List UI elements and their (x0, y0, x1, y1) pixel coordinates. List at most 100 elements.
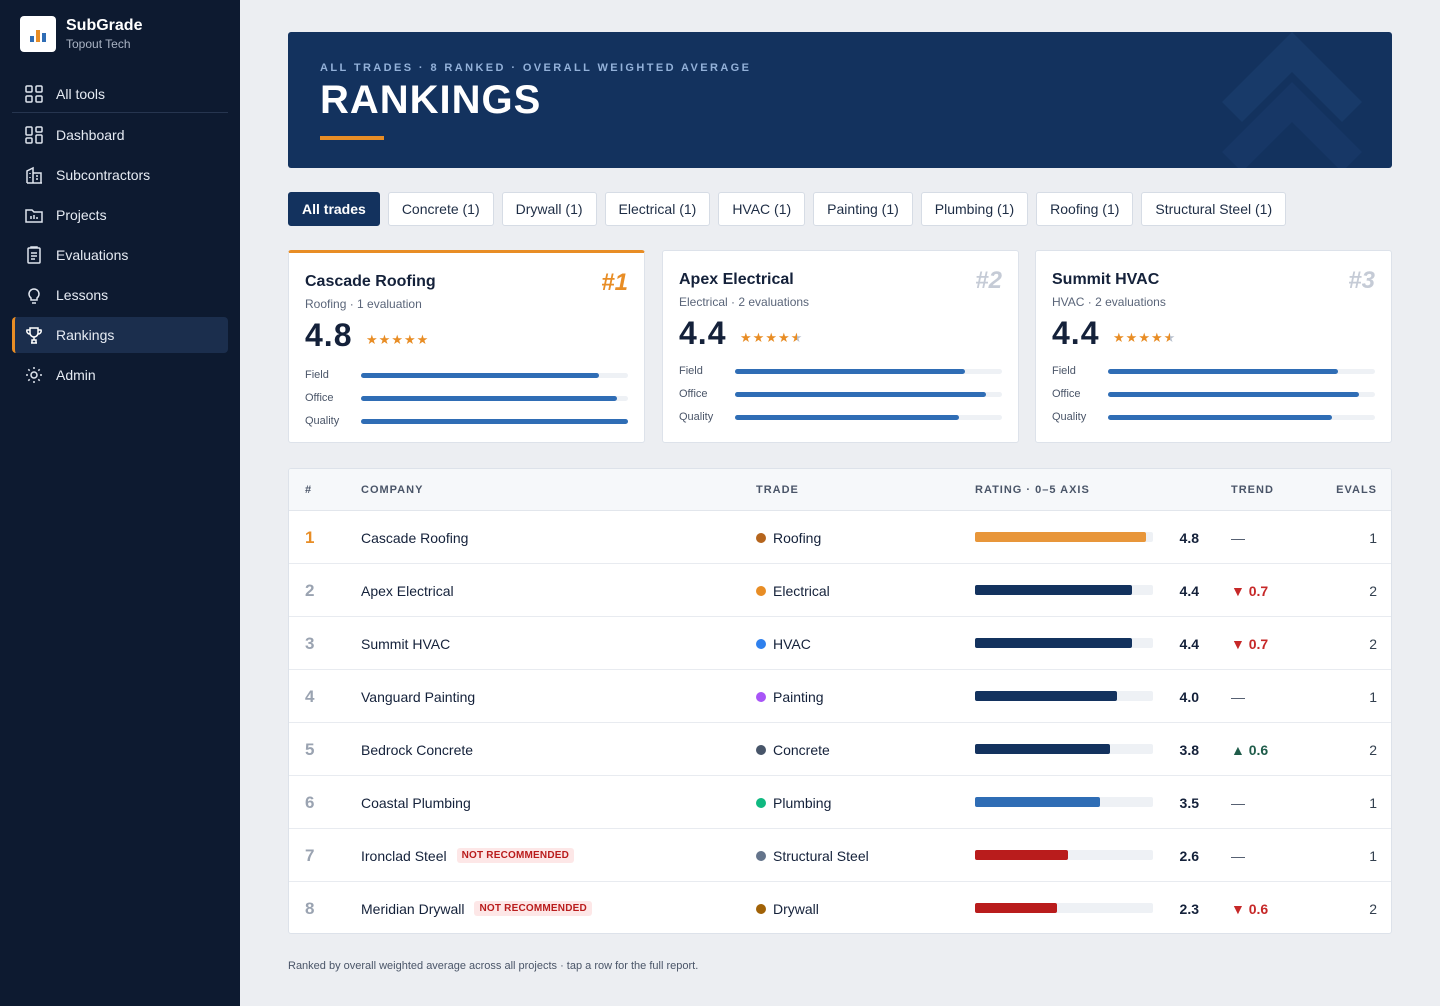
tab-drywall[interactable]: Drywall (1) (501, 192, 597, 226)
row-trade: Electrical (756, 564, 830, 617)
podium-card-2[interactable]: Apex Electrical Electrical · 2 evaluatio… (662, 250, 1019, 443)
trade-color-dot (756, 532, 766, 543)
trade-name: Drywall (773, 900, 819, 917)
table-row[interactable]: 2 Apex Electrical Electrical 4.4 ▼ 0.7 2 (289, 564, 1391, 617)
column-header-company[interactable]: COMPANY (361, 484, 424, 496)
sub-label: Office (305, 392, 334, 404)
nav-item-evaluations[interactable]: Evaluations (12, 237, 228, 273)
row-score: 4.4 (1179, 582, 1199, 599)
nav-item-projects[interactable]: Projects (12, 197, 228, 233)
company-name[interactable]: Coastal Plumbing (361, 794, 471, 811)
tab-roofing[interactable]: Roofing (1) (1036, 192, 1134, 226)
table-row[interactable]: 5 Bedrock Concrete Concrete 3.8 ▲ 0.6 2 (289, 723, 1391, 776)
column-header-trend[interactable]: TREND (1231, 484, 1274, 496)
table-header: # COMPANY TRADE RATING · 0–5 AXIS TREND … (289, 469, 1391, 511)
sub-label: Field (679, 365, 703, 377)
column-header-evals[interactable]: EVALS (1336, 484, 1377, 496)
dashboard-icon (25, 126, 43, 144)
company-name[interactable]: Vanguard Painting (361, 688, 476, 705)
table-row[interactable]: 8 Meridian Drywall NOT RECOMMENDED Drywall 2… (289, 882, 1391, 933)
table-row[interactable]: 7 Ironclad Steel NOT RECOMMENDED Structural… (289, 829, 1391, 882)
sub-bar (361, 372, 599, 378)
rating-bar (975, 903, 1057, 913)
podium-card-3[interactable]: Summit HVAC HVAC · 2 evaluations #3 4.4 … (1035, 250, 1392, 443)
nav-item-subcontractors[interactable]: Subcontractors (12, 157, 228, 193)
trade-color-dot (756, 638, 766, 649)
table-row[interactable]: 1 Cascade Roofing Roofing 4.8 — 1 (289, 511, 1391, 564)
sub-label: Quality (1052, 411, 1087, 423)
star-rating: ★★★★★ (740, 330, 803, 346)
company-name[interactable]: Summit HVAC (361, 635, 451, 652)
row-evals: 2 (1369, 741, 1377, 758)
nav-item-dashboard[interactable]: Dashboard (12, 117, 228, 153)
row-evals: 2 (1369, 635, 1377, 652)
card-score: 4.8 (305, 317, 353, 353)
hero-accent-rule (320, 136, 384, 140)
nav-label: Rankings (56, 327, 115, 343)
trade-color-dot (756, 903, 766, 914)
row-company: Ironclad Steel NOT RECOMMENDED (361, 829, 575, 882)
sub-bar (1108, 368, 1338, 374)
card-rank: #3 (1348, 267, 1375, 294)
nav-label: Dashboard (56, 127, 125, 143)
nav-item-all-tools[interactable]: All tools (12, 76, 228, 112)
star-filled-icon: ★ (366, 332, 379, 347)
trade-filter-tabs: All trades Concrete (1) Drywall (1) Elec… (288, 192, 1287, 226)
company-name[interactable]: Bedrock Concrete (361, 741, 474, 758)
sub-score-quality: Quality (305, 413, 628, 429)
nav-item-lessons[interactable]: Lessons (12, 277, 228, 313)
tab-structural-steel[interactable]: Structural Steel (1) (1141, 192, 1287, 226)
rating-bar (975, 797, 1100, 807)
row-score: 4.0 (1179, 688, 1199, 705)
row-score: 2.3 (1179, 900, 1199, 917)
company-name[interactable]: Meridian Drywall (361, 900, 465, 917)
card-rank: #1 (601, 269, 628, 296)
trade-color-dot (756, 744, 766, 755)
tab-electrical[interactable]: Electrical (1) (604, 192, 711, 226)
tab-concrete[interactable]: Concrete (1) (387, 192, 494, 226)
star-rating: ★★★★★ (1113, 330, 1176, 346)
tab-hvac[interactable]: HVAC (1) (718, 192, 806, 226)
row-evals: 1 (1369, 847, 1377, 864)
trade-name: HVAC (773, 635, 811, 652)
row-company: Bedrock Concrete (361, 723, 473, 776)
row-score: 2.6 (1179, 847, 1199, 864)
nav-label: Subcontractors (56, 167, 151, 183)
row-trade: Concrete (756, 723, 830, 776)
star-filled-icon: ★ (1150, 330, 1164, 345)
podium-card-1[interactable]: Cascade Roofing Roofing · 1 evaluation #… (288, 250, 645, 443)
row-trend: ▲ 0.6 (1231, 741, 1269, 758)
tab-painting[interactable]: Painting (1) (813, 192, 913, 226)
tab-plumbing[interactable]: Plumbing (1) (920, 192, 1029, 226)
table-row[interactable]: 3 Summit HVAC HVAC 4.4 ▼ 0.7 2 (289, 617, 1391, 670)
rating-bar (975, 638, 1132, 648)
brand[interactable]: SubGrade Topout Tech (20, 16, 142, 52)
trade-color-dot (756, 585, 766, 596)
column-header-rating[interactable]: RATING · 0–5 AXIS (975, 484, 1090, 496)
company-name[interactable]: Cascade Roofing (361, 529, 469, 546)
clipboard-icon (27, 246, 41, 264)
nav-item-admin[interactable]: Admin (12, 357, 228, 393)
row-trend: ▼ 0.7 (1231, 635, 1269, 652)
row-company: Summit HVAC (361, 617, 450, 670)
sub-bar (361, 395, 618, 401)
column-header-trade[interactable]: TRADE (756, 484, 799, 496)
column-header-rank: # (305, 484, 313, 496)
table-row[interactable]: 4 Vanguard Painting Painting 4.0 — 1 (289, 670, 1391, 723)
table-row[interactable]: 6 Coastal Plumbing Plumbing 3.5 — 1 (289, 776, 1391, 829)
star-filled-icon: ★ (777, 330, 791, 345)
nav-item-rankings[interactable]: Rankings (12, 317, 228, 353)
nav-label: Lessons (56, 287, 109, 303)
row-trend: ▼ 0.6 (1231, 900, 1269, 917)
tab-all-trades[interactable]: All trades (288, 192, 380, 226)
trade-name: Electrical (773, 582, 830, 599)
brand-name: SubGrade (66, 17, 143, 34)
company-name[interactable]: Ironclad Steel (361, 847, 447, 864)
star-filled-icon: ★ (765, 330, 778, 345)
row-evals: 1 (1369, 529, 1377, 546)
rating-bar-track (975, 691, 1153, 701)
not-recommended-badge: NOT RECOMMENDED (474, 901, 592, 916)
company-name[interactable]: Apex Electrical (361, 582, 454, 599)
row-score: 4.4 (1179, 635, 1199, 652)
row-rank: 2 (305, 580, 315, 600)
